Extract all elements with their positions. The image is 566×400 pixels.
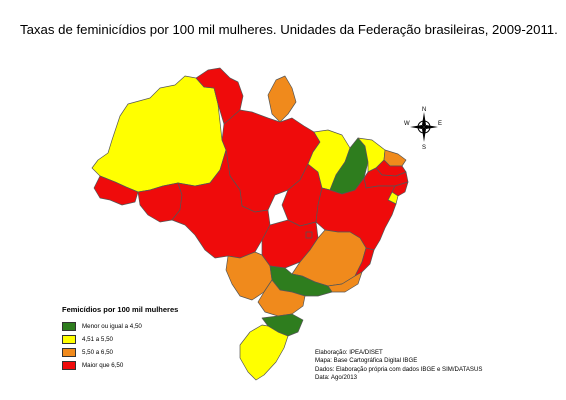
legend-swatch-green (62, 322, 76, 331)
credit-line: Data: Ago/2013 (315, 373, 358, 381)
state-acre (93, 175, 139, 206)
legend-item: 4,51 a 5,50 (62, 333, 232, 346)
credit-line: Dados: Elaboração própria com dados IBGE… (315, 365, 483, 373)
compass-w: W (404, 121, 410, 127)
credit-line: Elaboração: IPEA/DISET (315, 349, 383, 356)
legend-swatch-red (62, 361, 76, 370)
legend-item: Maior que 6,50 (62, 359, 232, 372)
state-amapa (267, 75, 297, 123)
legend-label: 4,51 a 5,50 (82, 336, 113, 343)
map-title: Taxas de feminicídios por 100 mil mulher… (20, 22, 558, 37)
compass-rose: N S E W (404, 104, 444, 155)
legend-label: 5,50 a 6,50 (82, 349, 113, 356)
state-rio-de-janeiro (327, 271, 363, 293)
map-legend: Femicídios por 100 mil mulheres Menor ou… (62, 305, 232, 372)
compass-s: S (422, 145, 426, 150)
legend-title: Femicídios por 100 mil mulheres (62, 305, 179, 314)
state-rio-grande-do-sul (239, 324, 289, 381)
map-credits: Elaboração: IPEA/DISET Mapa: Base Cartog… (315, 349, 482, 382)
compass-e: E (438, 121, 442, 127)
state-distrito-federal (305, 231, 313, 239)
legend-label: Menor ou igual a 4,50 (82, 323, 142, 330)
compass-icon: N S E W (404, 107, 442, 151)
legend-item: Menor ou igual a 4,50 (62, 320, 232, 333)
state-parana (257, 279, 306, 317)
compass-n: N (422, 107, 426, 113)
legend-item: 5,50 a 6,50 (62, 346, 232, 359)
credit-line: Mapa: Base Cartográfica Digital IBGE (315, 357, 418, 365)
state-amazonas (91, 75, 227, 193)
legend-label: Maior que 6,50 (82, 362, 124, 369)
legend-swatch-yellow (62, 335, 76, 344)
legend-swatch-orange (62, 348, 76, 357)
